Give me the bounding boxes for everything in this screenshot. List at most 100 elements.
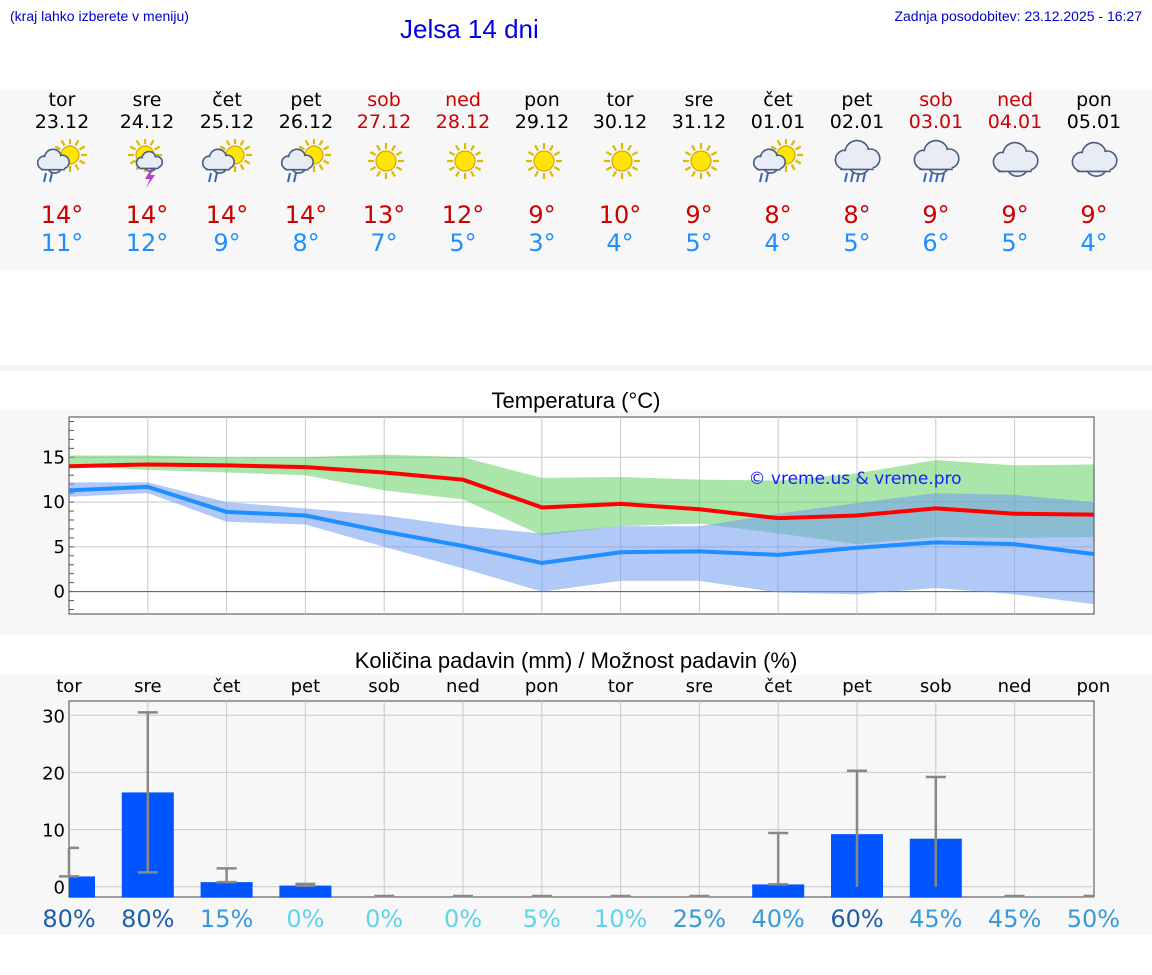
rain-drops (287, 172, 297, 183)
min-range-band (69, 482, 1094, 605)
temp-max: 9° (685, 201, 713, 229)
temp-min: 7° (370, 229, 398, 257)
day-name: sob (367, 89, 401, 111)
temp-max: 9° (922, 201, 950, 229)
watermark: © vreme.us & vreme.pro (748, 469, 961, 489)
day-name: sre (684, 89, 714, 111)
sun-icon (683, 143, 719, 179)
forecast-day: sob 03.01 9° 6° (896, 89, 976, 257)
temp-ytick-label: 5 (54, 537, 65, 558)
temp-min-line (68, 484, 1094, 565)
precip-ytick-label: 20 (42, 763, 65, 784)
rain-drops (208, 172, 218, 183)
rain-drops (759, 172, 769, 183)
temp-min: 5° (685, 229, 713, 257)
temp-max-line (68, 462, 1094, 521)
day-date: 24.12 (119, 111, 175, 133)
forecast-strip (0, 90, 1152, 270)
day-date: 28.12 (435, 111, 491, 133)
precip-error-bar (216, 867, 237, 884)
temp-min: 4° (606, 229, 634, 257)
precip-day-label: tor (608, 676, 634, 697)
day-name: pet (841, 89, 873, 111)
rain-drops (923, 172, 945, 183)
temp-max: 12° (441, 201, 485, 229)
precip-error-bar (59, 846, 79, 878)
precip-day-label: sre (134, 676, 161, 697)
temperature-chart: 0 5 10 15 © vreme.us & vreme.pro (42, 416, 1095, 615)
last-updated: Zadnja posodobitev: 23.12.2025 - 16:27 (894, 8, 1142, 24)
temp-max: 8° (843, 201, 871, 229)
cloud-shape (135, 150, 164, 172)
precip-ytick-label: 0 (54, 878, 65, 899)
day-date: 02.01 (829, 111, 885, 133)
day-name: ned (445, 89, 481, 111)
rain-drops (844, 172, 866, 183)
day-date: 31.12 (671, 111, 727, 133)
precip-probability: 80% (121, 905, 174, 933)
precip-probability: 40% (752, 905, 805, 933)
forecast-day: sre 31.12 9° 5° (659, 89, 739, 257)
day-name: tor (48, 89, 76, 111)
day-name: pet (290, 89, 322, 111)
temp-max: 14° (125, 201, 169, 229)
temp-ytick-label: 10 (42, 492, 65, 513)
temp-max: 9° (1001, 201, 1029, 229)
cloud-shape (834, 139, 881, 175)
precip-day-label: sob (368, 676, 400, 697)
temp-max: 9° (1080, 201, 1108, 229)
precip-ytick-label: 10 (42, 821, 65, 842)
precip-error-bar (925, 775, 946, 887)
precip-day-label: sob (920, 676, 952, 697)
forecast-day: ned 28.12 12° 5° (423, 89, 503, 257)
day-date: 27.12 (356, 111, 412, 133)
precip-probability: 60% (830, 905, 883, 933)
temp-min: 5° (1001, 229, 1029, 257)
precip-probability: 0% (286, 905, 324, 933)
sun-icon (526, 143, 562, 179)
cloud-shape (36, 148, 70, 174)
temp-min: 9° (213, 229, 241, 257)
day-name: pon (1076, 89, 1112, 111)
day-date: 25.12 (199, 111, 255, 133)
cloud-rain-icon (913, 139, 960, 183)
separator (0, 365, 1152, 371)
temp-min: 11° (40, 229, 84, 257)
cloud-shape (913, 139, 960, 175)
temp-max: 8° (764, 201, 792, 229)
temp-min: 4° (1080, 229, 1108, 257)
forecast-day: tor 23.12 14° 11° (22, 89, 102, 257)
forecast-day: sre 24.12 14° 12° (107, 89, 187, 257)
forecast-day: pon 29.12 9° 3° (502, 89, 582, 257)
forecast-day: pet 26.12 14° 8° (266, 89, 346, 257)
temp-min: 5° (449, 229, 477, 257)
sun-storm-icon (128, 139, 164, 188)
forecast-day: čet 25.12 14° 9° (187, 89, 267, 257)
precip-error-bar (137, 711, 158, 874)
sun-shape (526, 143, 562, 179)
temp-min: 8° (292, 229, 320, 257)
temp-min: 6° (922, 229, 950, 257)
precip-bar (279, 885, 332, 898)
day-name: tor (606, 89, 634, 111)
precip-probability: 45% (909, 905, 962, 933)
precip-chart-title: Količina padavin (mm) / Možnost padavin … (354, 648, 798, 673)
precip-day-label: pet (291, 676, 321, 697)
precip-day-label: tor (56, 676, 82, 697)
cloud-icon (992, 141, 1039, 177)
precip-probability: 50% (1067, 905, 1120, 933)
day-name: sre (132, 89, 162, 111)
sun-icon (604, 143, 640, 179)
day-date: 26.12 (278, 111, 334, 133)
precip-probability: 25% (673, 905, 726, 933)
precip-day-label: sre (686, 676, 713, 697)
forecast-day: tor 30.12 10° 4° (580, 89, 660, 257)
page-title: Jelsa 14 dni (400, 14, 539, 44)
forecast-day: ned 04.01 9° 5° (975, 89, 1055, 257)
day-name: ned (997, 89, 1033, 111)
day-date: 04.01 (987, 111, 1043, 133)
precip-bar (69, 876, 95, 898)
day-date: 01.01 (750, 111, 806, 133)
precip-probability: 10% (594, 905, 647, 933)
